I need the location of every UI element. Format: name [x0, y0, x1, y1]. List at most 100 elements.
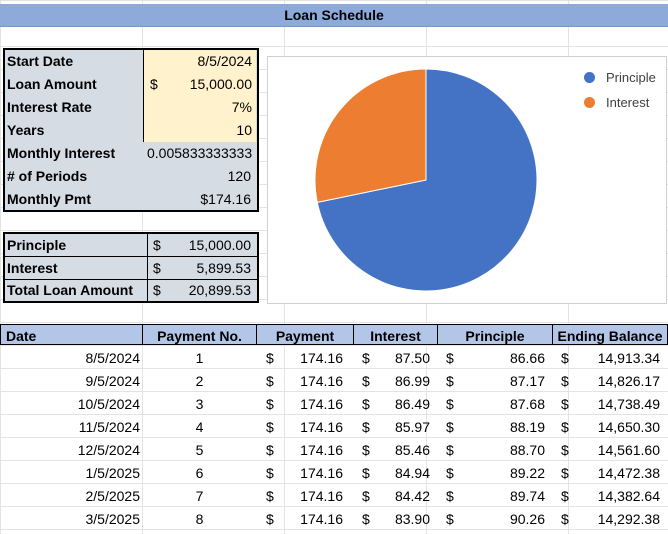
legend-label-principle: Principle	[606, 70, 656, 85]
periods-cell[interactable]: 120	[145, 165, 255, 188]
years-row[interactable]: Years 10	[5, 119, 257, 142]
pie-slice-interest[interactable]	[314, 68, 427, 203]
loan-amount-cell[interactable]: $ 15,000.00	[143, 73, 256, 96]
summary-principle-value: 15,000.00	[188, 237, 251, 253]
summary-interest-currency: $	[153, 260, 161, 276]
monthly-pmt-value: $174.16	[200, 191, 251, 207]
row-principle: 87.17	[509, 373, 545, 389]
monthly-pmt-label: Monthly Pmt	[7, 191, 91, 207]
row-interest: 85.46	[394, 442, 430, 458]
header-ending-balance[interactable]: Ending Balance	[552, 324, 668, 345]
row-principle-currency: $	[446, 488, 454, 504]
sheet-title-banner[interactable]: Loan Schedule	[0, 4, 668, 27]
row-ending-balance: 14,561.60	[597, 442, 660, 458]
table-row[interactable]: 8/5/2024 1 $174.16 $87.50 $86.66 $14,913.34	[0, 347, 668, 370]
row-ending-balance: 14,650.30	[597, 419, 660, 435]
row-payment-no: 2	[195, 373, 204, 389]
row-interest: 84.42	[394, 488, 430, 504]
monthly-interest-row[interactable]: Monthly Interest 0.005833333333	[5, 142, 257, 165]
row-date: 10/5/2024	[77, 396, 140, 412]
row-payment: 174.16	[300, 419, 343, 435]
header-payment-no[interactable]: Payment No.	[142, 324, 257, 345]
row-principle-currency: $	[446, 373, 454, 389]
row-payment-no: 4	[195, 419, 204, 435]
table-row[interactable]: 11/5/2024 4 $174.16 $85.97 $88.19 $14,650.30	[0, 416, 668, 439]
row-ending-balance: 14,826.17	[597, 373, 660, 389]
row-date: 12/5/2024	[77, 442, 140, 458]
start-date-label: Start Date	[7, 53, 74, 69]
summary-total-value: 20,899.53	[188, 282, 251, 298]
summary-total-row[interactable]: Total Loan Amount $ 20,899.53	[5, 279, 257, 301]
row-balance-currency: $	[561, 350, 569, 366]
years-label: Years	[7, 122, 45, 138]
loan-amount-currency: $	[150, 76, 158, 92]
legend-swatch-interest	[584, 97, 595, 108]
row-payment: 174.16	[300, 442, 343, 458]
row-date: 1/5/2025	[85, 465, 141, 481]
row-ending-balance: 14,382.64	[597, 488, 660, 504]
row-interest-currency: $	[362, 373, 370, 389]
interest-rate-row[interactable]: Interest Rate 7%	[5, 96, 257, 119]
table-row[interactable]: 12/5/2024 5 $174.16 $85.46 $88.70 $14,561.60	[0, 439, 668, 462]
row-balance-currency: $	[561, 511, 569, 527]
pie-chart[interactable]: Principle Interest	[267, 56, 667, 304]
header-payment[interactable]: Payment	[256, 324, 354, 345]
row-principle: 87.68	[509, 396, 545, 412]
row-interest-currency: $	[362, 396, 370, 412]
start-date-row[interactable]: Start Date 8/5/2024	[5, 50, 257, 73]
row-payment-no: 3	[195, 396, 204, 412]
row-principle: 89.74	[509, 488, 545, 504]
row-payment-currency: $	[266, 442, 274, 458]
row-date: 9/5/2024	[85, 373, 141, 389]
row-interest: 84.94	[394, 465, 430, 481]
header-date[interactable]: Date	[0, 324, 143, 345]
row-payment-currency: $	[266, 373, 274, 389]
summary-principle-currency: $	[153, 237, 161, 253]
row-interest: 86.99	[394, 373, 430, 389]
header-interest[interactable]: Interest	[353, 324, 438, 345]
monthly-pmt-row[interactable]: Monthly Pmt $174.16	[5, 188, 257, 211]
loan-amount-row[interactable]: Loan Amount $ 15,000.00	[5, 73, 257, 96]
table-row[interactable]: 10/5/2024 3 $174.16 $86.49 $87.68 $14,738.49	[0, 393, 668, 416]
years-cell[interactable]: 10	[143, 119, 256, 142]
row-payment-currency: $	[266, 511, 274, 527]
monthly-pmt-cell[interactable]: $174.16	[145, 188, 255, 211]
row-ending-balance: 14,738.49	[597, 396, 660, 412]
row-payment: 174.16	[300, 396, 343, 412]
start-date-cell[interactable]: 8/5/2024	[143, 50, 256, 73]
row-balance-currency: $	[561, 465, 569, 481]
row-interest-currency: $	[362, 419, 370, 435]
table-row[interactable]: 3/5/2025 8 $174.16 $83.90 $90.26 $14,292.38	[0, 508, 668, 531]
row-interest: 87.50	[394, 350, 430, 366]
table-row[interactable]: 9/5/2024 2 $174.16 $86.99 $87.17 $14,826.17	[0, 370, 668, 393]
pie-slice-principle[interactable]	[316, 68, 538, 292]
row-ending-balance: 14,913.34	[597, 350, 660, 366]
years-value: 10	[236, 122, 252, 138]
row-balance-currency: $	[561, 488, 569, 504]
row-payment-currency: $	[266, 396, 274, 412]
row-payment-no: 7	[195, 488, 204, 504]
table-row[interactable]: 2/5/2025 7 $174.16 $84.42 $89.74 $14,382.64	[0, 485, 668, 508]
periods-row[interactable]: # of Periods 120	[5, 165, 257, 188]
interest-rate-cell[interactable]: 7%	[143, 96, 256, 119]
schedule-header-row: Date Payment No. Payment Interest Princi…	[0, 324, 668, 346]
interest-rate-label: Interest Rate	[7, 99, 92, 115]
row-principle-currency: $	[446, 465, 454, 481]
summary-principle-row[interactable]: Principle $ 15,000.00	[5, 234, 257, 257]
table-row[interactable]: 1/5/2025 6 $174.16 $84.94 $89.22 $14,472.38	[0, 462, 668, 485]
header-principle[interactable]: Principle	[437, 324, 553, 345]
summary-column-divider	[147, 234, 148, 301]
pie-chart-canvas	[314, 68, 538, 292]
row-interest-currency: $	[362, 488, 370, 504]
row-payment: 174.16	[300, 511, 343, 527]
monthly-interest-label: Monthly Interest	[7, 145, 116, 161]
row-principle-currency: $	[446, 442, 454, 458]
monthly-interest-cell[interactable]: 0.005833333333	[147, 142, 257, 165]
row-interest-currency: $	[362, 511, 370, 527]
periods-value: 120	[227, 168, 251, 184]
row-interest-currency: $	[362, 350, 370, 366]
summary-interest-row[interactable]: Interest $ 5,899.53	[5, 257, 257, 280]
loan-amount-label: Loan Amount	[7, 76, 97, 92]
summary-total-currency: $	[153, 282, 161, 298]
row-principle: 88.70	[509, 442, 545, 458]
